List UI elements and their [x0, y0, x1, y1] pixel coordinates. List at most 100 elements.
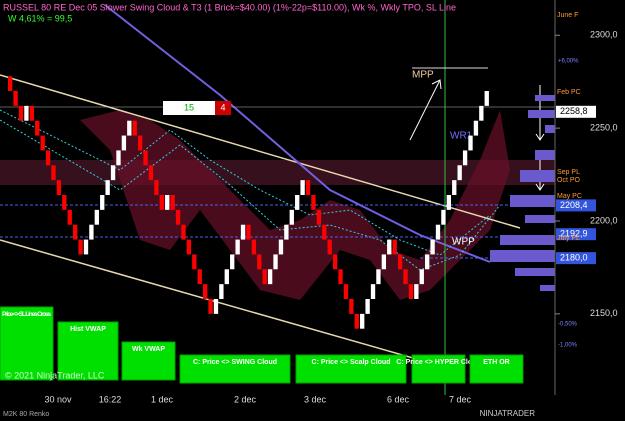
brick — [72, 224, 78, 240]
brick — [376, 269, 381, 285]
brick — [165, 195, 170, 210]
brick — [137, 135, 143, 151]
x-tick-label: 7 dec — [449, 394, 472, 404]
brick — [29, 105, 34, 121]
brick — [8, 76, 13, 91]
brick-remaining: 4 — [220, 102, 225, 112]
brick — [441, 209, 446, 225]
brick — [343, 284, 349, 299]
brick — [349, 299, 354, 314]
brick — [430, 239, 435, 255]
arrow — [409, 79, 441, 141]
brick — [360, 313, 365, 329]
brick — [446, 195, 452, 210]
brick — [403, 269, 408, 285]
button-label: C: Price <> Scalp Cloud — [312, 359, 391, 366]
brick — [295, 195, 300, 210]
brick — [154, 180, 159, 195]
indicator-button — [179, 354, 291, 384]
brick — [208, 299, 213, 314]
brick — [224, 269, 229, 285]
brick — [192, 254, 197, 270]
brick — [414, 284, 419, 299]
y-tick-label: 2300,0 — [590, 30, 618, 40]
arrow-head — [535, 183, 545, 191]
brick — [257, 254, 262, 270]
brick — [273, 254, 278, 270]
brick — [67, 209, 72, 225]
annotation: WPP — [452, 237, 475, 248]
brick — [56, 180, 62, 195]
brick — [110, 165, 116, 181]
x-tick-label: 6 dec — [387, 394, 410, 404]
indicator-button — [0, 306, 54, 381]
brick — [305, 180, 311, 195]
brick — [24, 105, 29, 121]
brick — [83, 239, 89, 255]
brick — [116, 150, 121, 166]
brick — [78, 239, 83, 255]
subtitle: W 4,61% = 99,5 — [8, 13, 72, 23]
price-marker — [556, 228, 596, 241]
indicator-button — [469, 354, 524, 384]
x-tick-label: 1 dec — [151, 394, 174, 404]
indicator-button — [57, 321, 119, 381]
pink-band — [0, 160, 555, 185]
title: RUSSEL 80 RE Dec 05 Slower Swing Cloud &… — [3, 2, 456, 12]
sl-line — [104, 4, 491, 263]
price-marker-label: 2180,0 — [560, 253, 588, 263]
level-label: Feb PC — [557, 89, 581, 96]
brick — [235, 239, 240, 255]
brick — [89, 224, 94, 240]
brick — [51, 165, 56, 181]
price-marker-label: 2192,9 — [560, 229, 588, 239]
counter-box — [163, 101, 215, 115]
brick — [457, 165, 462, 181]
annotation: WR1 — [450, 131, 473, 142]
brick — [40, 135, 45, 151]
level-label: July PL — [557, 235, 580, 242]
x-tick-label: 3 dec — [304, 394, 327, 404]
button-label: C: Price <> HYPER Cloud — [396, 359, 480, 366]
brick — [473, 120, 479, 136]
arrow-head — [431, 79, 442, 90]
brick — [370, 284, 376, 299]
brick — [186, 239, 192, 255]
brick — [332, 254, 338, 270]
brick — [278, 239, 284, 255]
button-label: Hist VWAP — [70, 326, 106, 333]
brick — [62, 195, 67, 210]
brick — [159, 195, 164, 210]
brick — [289, 209, 294, 225]
brick — [170, 195, 175, 210]
button-label: Wk VWAP — [132, 346, 165, 353]
brick — [262, 269, 267, 285]
brick — [35, 120, 40, 136]
brick — [387, 239, 392, 255]
cloud — [80, 110, 510, 300]
level-label: Oct PO — [557, 177, 581, 184]
brick — [105, 180, 110, 195]
brick — [327, 239, 332, 255]
x-tick-label: 2 dec — [234, 394, 257, 404]
brick — [175, 209, 181, 225]
brick — [425, 254, 430, 270]
button-label: ETH OR — [483, 359, 509, 366]
brick — [365, 299, 370, 314]
indicator-button — [411, 354, 466, 384]
price-marker — [556, 199, 596, 212]
brick — [381, 254, 387, 270]
copyright: © 2021 NinjaTrader, LLC — [5, 370, 105, 380]
brick — [462, 150, 468, 166]
x-tick-label: 16:22 — [99, 394, 122, 404]
percent-label: -0,50% — [558, 322, 578, 328]
brick — [202, 284, 208, 299]
brick — [392, 239, 397, 255]
y-tick-label: 2250,0 — [590, 123, 618, 133]
brick — [246, 224, 251, 240]
logo: NINJATRADER — [480, 409, 536, 418]
y-tick-label: 2200,0 — [590, 215, 618, 225]
button-label: C: Price <> SWING Cloud — [193, 359, 277, 366]
indicator-button — [295, 354, 407, 384]
brick — [435, 224, 441, 240]
